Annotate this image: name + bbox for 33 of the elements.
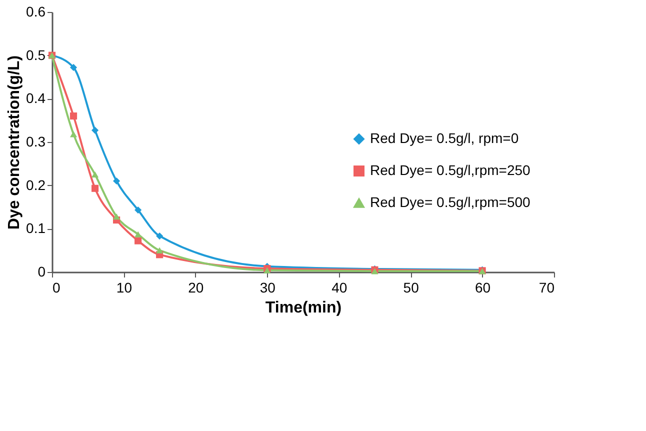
y-tick-label: 0.6 — [26, 4, 46, 20]
x-axis-title: Time(min) — [265, 300, 342, 316]
legend-label: Red Dye= 0.5g/l, rpm=0 — [370, 130, 519, 146]
x-tick-label: 0 — [52, 280, 60, 296]
point — [134, 231, 142, 238]
y-tick-label: 0.2 — [26, 176, 46, 193]
x-tick-label: 20 — [188, 280, 204, 296]
point — [91, 126, 99, 134]
point — [113, 213, 120, 220]
x-tick-label: 70 — [538, 280, 555, 296]
legend-label: Red Dye= 0.5g/l,rpm=250 — [370, 162, 531, 178]
y-tick-label: 0.1 — [26, 220, 46, 236]
x-tick-label: 40 — [332, 280, 348, 296]
x-tick-label: 60 — [474, 280, 491, 296]
x-tick-label: 10 — [116, 280, 132, 296]
point — [113, 177, 120, 185]
point — [70, 64, 78, 72]
point — [91, 184, 99, 192]
point — [134, 206, 142, 214]
point — [156, 232, 164, 240]
point — [134, 237, 142, 244]
y-tick-label: 0.4 — [26, 90, 46, 106]
point — [70, 112, 78, 120]
legend-label: Red Dye= 0.5g/l,rpm=500 — [370, 194, 531, 210]
y-tick-label: 0.3 — [26, 134, 46, 150]
x-tick-label: 50 — [403, 280, 420, 296]
y-tick-label: 0.5 — [26, 46, 46, 63]
y-tick-label: 0 — [38, 264, 46, 280]
y-axis-title: Dye concentration(g/L) — [6, 55, 24, 230]
point — [70, 131, 78, 138]
point — [91, 171, 99, 178]
x-tick-label: 30 — [260, 280, 276, 296]
point — [156, 247, 164, 254]
